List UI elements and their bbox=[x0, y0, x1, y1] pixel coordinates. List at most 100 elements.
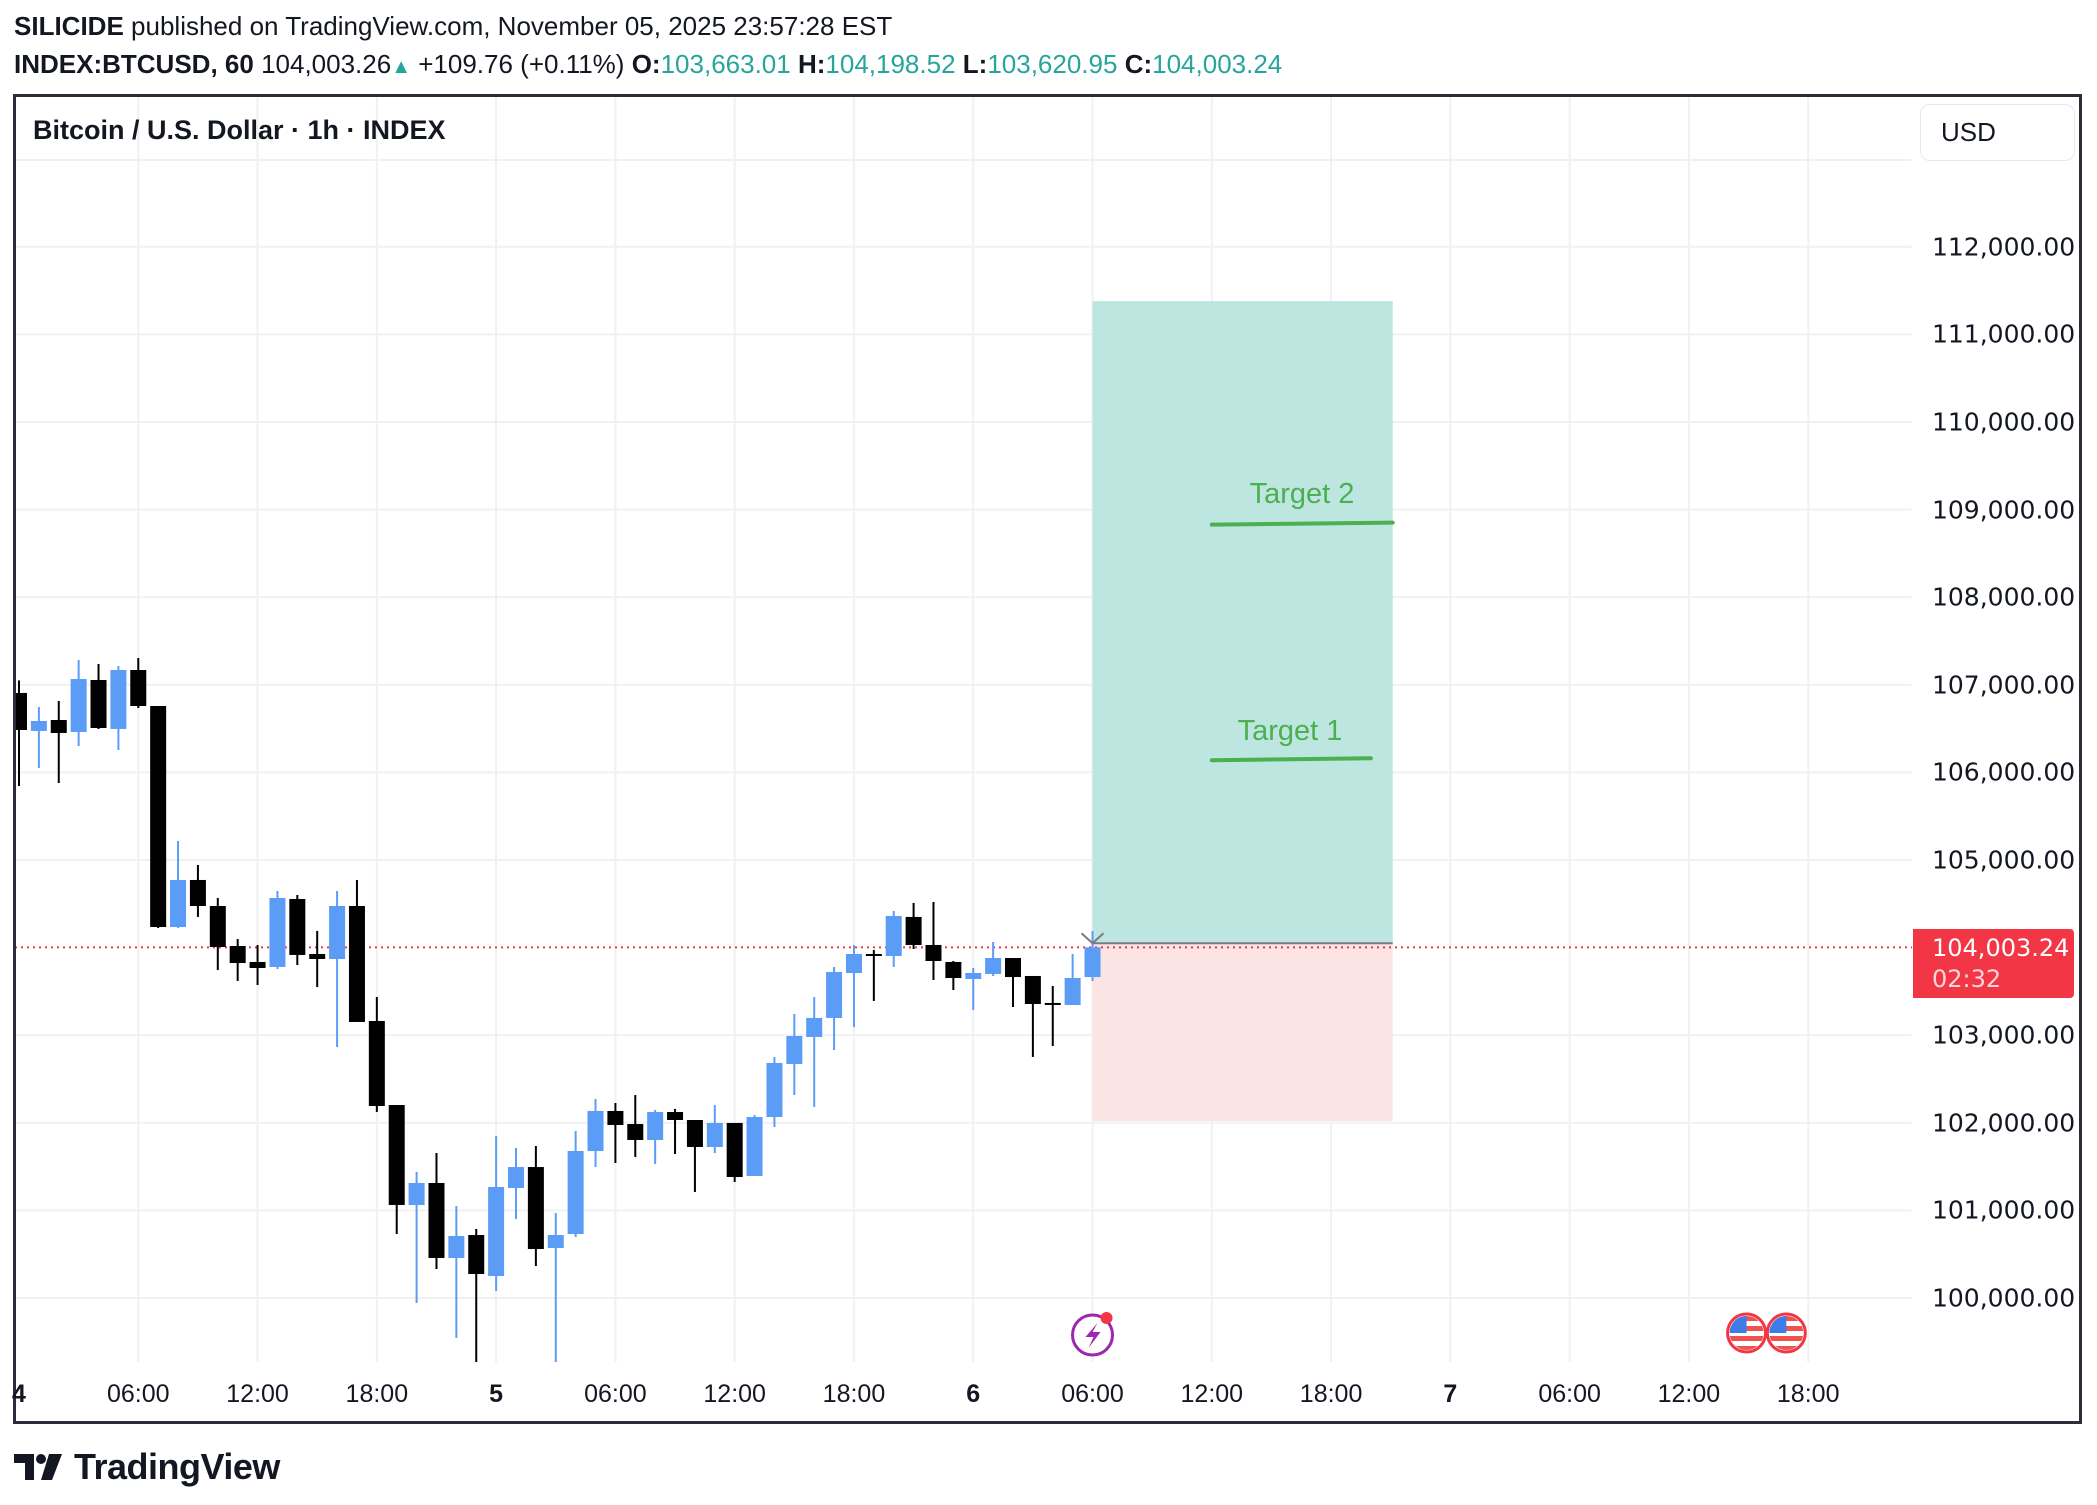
price-change: +109.76 (+0.11%) bbox=[418, 49, 625, 79]
target-2-line bbox=[1209, 520, 1395, 527]
bullish-candle[interactable] bbox=[845, 953, 862, 974]
bullish-candle[interactable] bbox=[329, 905, 346, 959]
price-axis-label: 108,000.00 bbox=[1932, 582, 2076, 612]
tradingview-logo[interactable]: TradingView bbox=[14, 1446, 280, 1488]
bearish-candle[interactable] bbox=[1024, 975, 1041, 1005]
open-label: O: bbox=[631, 49, 661, 79]
bullish-candle[interactable] bbox=[1084, 947, 1101, 978]
chart-frame bbox=[13, 94, 2082, 1424]
ohlc-legend: INDEX:BTCUSD, 60 104,003.26▲ +109.76 (+0… bbox=[14, 48, 1282, 83]
bullish-candle[interactable] bbox=[786, 1035, 803, 1065]
bullish-candle[interactable] bbox=[110, 669, 127, 729]
bullish-candle[interactable] bbox=[508, 1167, 524, 1188]
bearish-candle[interactable] bbox=[309, 953, 326, 959]
bearish-candle[interactable] bbox=[1005, 958, 1021, 978]
bullish-candle[interactable] bbox=[746, 1117, 763, 1176]
time-axis-label: 06:00 bbox=[1061, 1380, 1124, 1408]
time-axis-label: 6 bbox=[966, 1380, 981, 1408]
bearish-candle[interactable] bbox=[90, 679, 107, 728]
bullish-candle[interactable] bbox=[269, 898, 286, 967]
bearish-candle[interactable] bbox=[130, 669, 147, 706]
bearish-candle[interactable] bbox=[150, 705, 167, 928]
price-axis-label: 112,000.00 bbox=[1932, 232, 2076, 262]
publish-info: SILICIDE published on TradingView.com, N… bbox=[14, 10, 892, 42]
time-axis-label: 7 bbox=[1443, 1380, 1458, 1408]
bearish-candle[interactable] bbox=[607, 1110, 624, 1125]
bullish-candle[interactable] bbox=[766, 1062, 783, 1118]
time-axis-label: 18:00 bbox=[345, 1380, 409, 1408]
bearish-candle[interactable] bbox=[726, 1122, 743, 1178]
open-value: 103,663.01 bbox=[660, 49, 791, 79]
bearish-candle[interactable] bbox=[229, 946, 246, 964]
bullish-candle[interactable] bbox=[448, 1235, 465, 1258]
currency-button[interactable]: USD bbox=[1920, 104, 2075, 161]
high-value: 104,198.52 bbox=[825, 49, 956, 79]
bearish-candle[interactable] bbox=[527, 1167, 544, 1250]
bullish-candle[interactable] bbox=[587, 1110, 604, 1152]
us-flag-event-icon[interactable] bbox=[1765, 1312, 1807, 1354]
chart-title: Bitcoin / U.S. Dollar · 1h · INDEX bbox=[33, 115, 446, 145]
close-label: C: bbox=[1124, 49, 1153, 79]
bearish-candle[interactable] bbox=[468, 1235, 485, 1274]
bullish-candle[interactable] bbox=[985, 958, 1002, 974]
price-axis-label: 106,000.00 bbox=[1932, 757, 2076, 787]
bearish-candle[interactable] bbox=[189, 879, 206, 906]
time-axis-label: 18:00 bbox=[1299, 1380, 1363, 1408]
target-2-label[interactable]: Target 2 bbox=[1249, 478, 1355, 510]
bullish-candle[interactable] bbox=[826, 971, 843, 1018]
bullish-candle[interactable] bbox=[706, 1122, 723, 1147]
time-axis-label: 18:00 bbox=[1776, 1380, 1840, 1408]
bearish-candle[interactable] bbox=[667, 1112, 684, 1120]
bearish-candle[interactable] bbox=[905, 916, 922, 945]
bearish-candle[interactable] bbox=[865, 953, 882, 957]
bearish-candle[interactable] bbox=[925, 944, 942, 962]
bearish-candle[interactable] bbox=[348, 905, 365, 1022]
bearish-candle[interactable] bbox=[1044, 1002, 1061, 1005]
bar-countdown: 02:32 bbox=[1932, 965, 2002, 993]
bullish-candle[interactable] bbox=[965, 973, 982, 979]
bullish-candle[interactable] bbox=[885, 915, 902, 957]
bearish-candle[interactable] bbox=[388, 1105, 405, 1205]
bearish-candle[interactable] bbox=[428, 1182, 445, 1258]
bullish-candle[interactable] bbox=[647, 1112, 664, 1140]
time-axis-label: 06:00 bbox=[584, 1380, 647, 1408]
time-axis-label: 12:00 bbox=[226, 1380, 289, 1408]
bearish-candle[interactable] bbox=[11, 692, 27, 731]
up-triangle-icon: ▲ bbox=[391, 56, 411, 78]
bearish-candle[interactable] bbox=[289, 898, 306, 955]
last-price-value: 104,003.24 bbox=[1932, 934, 2070, 962]
bullish-candle[interactable] bbox=[170, 879, 187, 928]
lightning-event-icon[interactable] bbox=[1071, 1312, 1115, 1357]
price-axis-label: 102,000.00 bbox=[1932, 1108, 2076, 1138]
time-axis-label: 06:00 bbox=[1538, 1380, 1601, 1408]
price-axis-label: 107,000.00 bbox=[1932, 670, 2076, 700]
bearish-candle[interactable] bbox=[627, 1124, 644, 1140]
last-price: 104,003.26 bbox=[261, 49, 392, 79]
time-axis-label: 12:00 bbox=[1180, 1380, 1244, 1408]
time-axis-label: 18:00 bbox=[822, 1380, 886, 1408]
position-handle-icon bbox=[1080, 932, 1105, 945]
bullish-candle[interactable] bbox=[488, 1187, 505, 1277]
bullish-candle[interactable] bbox=[408, 1182, 425, 1205]
price-axis-label: 109,000.00 bbox=[1932, 495, 2076, 525]
time-axis-label: 12:00 bbox=[703, 1380, 766, 1408]
us-flag-event-icon[interactable] bbox=[1726, 1312, 1768, 1354]
bullish-candle[interactable] bbox=[1064, 977, 1081, 1005]
bearish-candle[interactable] bbox=[209, 905, 226, 947]
bullish-candle[interactable] bbox=[567, 1151, 584, 1234]
loss-zone bbox=[1092, 943, 1393, 1122]
price-axis-label: 101,000.00 bbox=[1932, 1195, 2076, 1225]
bullish-candle[interactable] bbox=[547, 1235, 564, 1248]
bearish-candle[interactable] bbox=[368, 1021, 385, 1106]
bullish-candle[interactable] bbox=[806, 1017, 823, 1037]
bearish-candle[interactable] bbox=[945, 961, 962, 978]
author-name[interactable]: SILICIDE bbox=[14, 11, 124, 41]
bearish-candle[interactable] bbox=[249, 961, 266, 969]
bullish-candle[interactable] bbox=[30, 720, 47, 731]
tradingview-logo-icon bbox=[14, 1454, 62, 1480]
bearish-candle[interactable] bbox=[686, 1119, 703, 1147]
target-1-label[interactable]: Target 1 bbox=[1237, 715, 1343, 747]
bullish-candle[interactable] bbox=[70, 679, 87, 733]
bearish-candle[interactable] bbox=[50, 720, 67, 733]
